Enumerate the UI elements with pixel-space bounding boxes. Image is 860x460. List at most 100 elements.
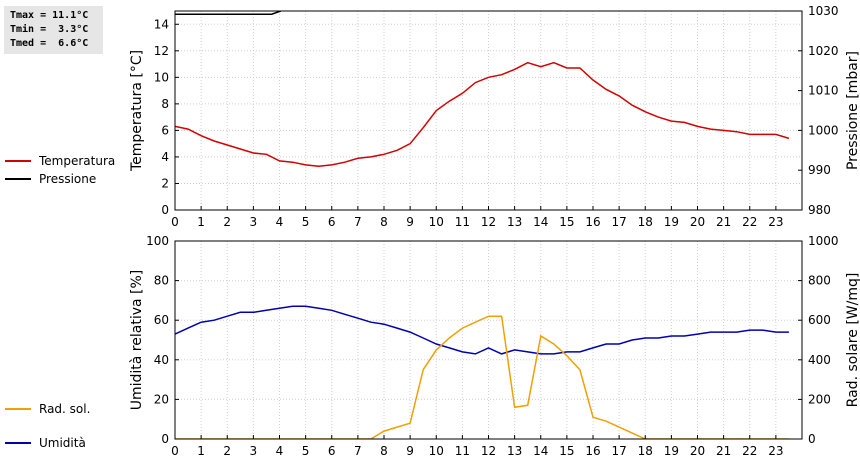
x-tick-label: 6 [328, 215, 336, 229]
x-tick-label: 14 [533, 215, 548, 229]
series-line-1-2 [175, 11, 282, 15]
x-tick-label: 17 [611, 215, 626, 229]
x-tick-label: 11 [455, 444, 470, 458]
tmed-text: Tmed = 6.6°C [10, 38, 89, 49]
y-tick-label: 2 [161, 176, 169, 190]
y-tick-label: 0 [161, 203, 169, 217]
x-tick-label: 19 [664, 444, 679, 458]
legend-rad-sol: Rad. sol. [5, 402, 90, 416]
stats-box: Tmax = 11.1°C Tmin = 3.3°C Tmed = 6.6°C [4, 6, 103, 54]
x-tick-label: 19 [664, 215, 679, 229]
y-tick-label: 40 [154, 353, 169, 367]
x-tick-label: 0 [171, 444, 179, 458]
x-tick-label: 5 [302, 215, 310, 229]
x-tick-label: 15 [559, 215, 574, 229]
y-tick-label: 10 [154, 70, 169, 84]
y-tick-label: 12 [154, 44, 169, 58]
x-tick-label: 2 [223, 215, 231, 229]
y-tick-label: 4 [161, 150, 169, 164]
x-tick-label: 7 [354, 444, 362, 458]
legend-swatch [5, 160, 31, 162]
y2-tick-label: 1000 [808, 123, 839, 137]
y2-tick-label: 200 [808, 392, 831, 406]
legend-label: Pressione [39, 172, 97, 186]
x-tick-label: 12 [481, 444, 496, 458]
y-tick-label: 6 [161, 123, 169, 137]
x-tick-label: 4 [276, 444, 284, 458]
x-tick-label: 10 [429, 215, 444, 229]
legend-swatch [5, 408, 31, 410]
y-tick-label: 20 [154, 392, 169, 406]
y-tick-label: 14 [154, 17, 169, 31]
tmin-text: Tmin = 3.3°C [10, 24, 89, 35]
x-tick-label: 0 [171, 215, 179, 229]
series-line-2-1 [175, 305, 789, 355]
series-line-2-2 [175, 315, 789, 439]
y-axis-title: Umidità relativa [%] [129, 270, 145, 411]
x-tick-label: 11 [455, 215, 470, 229]
x-tick-label: 2 [223, 444, 231, 458]
y2-tick-label: 600 [808, 313, 831, 327]
legend-temperatura: Temperatura [5, 154, 115, 168]
x-tick-label: 22 [742, 215, 757, 229]
y2-tick-label: 1000 [808, 234, 839, 248]
x-tick-label: 3 [250, 215, 258, 229]
y2-tick-label: 980 [808, 203, 831, 217]
legend-swatch [5, 178, 31, 180]
x-tick-label: 20 [690, 444, 705, 458]
x-tick-label: 18 [638, 215, 653, 229]
x-tick-label: 5 [302, 444, 310, 458]
legend-label: Rad. sol. [39, 402, 91, 416]
x-tick-label: 7 [354, 215, 362, 229]
x-tick-label: 8 [380, 444, 388, 458]
y2-tick-label: 0 [808, 432, 816, 446]
y2-axis-title: Pressione [mbar] [845, 51, 860, 170]
x-tick-label: 16 [585, 215, 600, 229]
x-tick-label: 21 [716, 444, 731, 458]
x-tick-label: 13 [507, 215, 522, 229]
y2-tick-label: 800 [808, 274, 831, 288]
y-tick-label: 100 [146, 234, 169, 248]
x-tick-label: 10 [429, 444, 444, 458]
y2-tick-label: 400 [808, 353, 831, 367]
x-tick-label: 15 [559, 444, 574, 458]
x-tick-label: 14 [533, 444, 548, 458]
x-tick-label: 17 [611, 444, 626, 458]
x-tick-label: 6 [328, 444, 336, 458]
legend-label: Temperatura [39, 154, 116, 168]
x-tick-label: 12 [481, 215, 496, 229]
x-tick-label: 1 [197, 444, 205, 458]
y-tick-label: 0 [161, 432, 169, 446]
y2-tick-label: 1030 [808, 4, 839, 18]
x-tick-label: 9 [406, 215, 414, 229]
chart-panel-2: 0 1 2 3 4 5 6 7 8 9 10 11 12 13 14 15 16 17 18 19 20 21 22 2302… [129, 234, 860, 458]
legend-label: Umidità [39, 436, 86, 450]
x-tick-label: 3 [250, 444, 258, 458]
chart-panel-1: 0 1 2 3 4 5 6 7 8 9 10 11 12 13 14 15 16 17 18 19 20 21 22 2302… [129, 4, 860, 229]
y2-tick-label: 990 [808, 163, 831, 177]
legend-swatch [5, 442, 31, 444]
x-tick-label: 16 [585, 444, 600, 458]
y2-axis-title: Rad. solare [W/mq] [845, 273, 860, 408]
tmax-text: Tmax = 11.1°C [10, 10, 89, 21]
x-tick-label: 20 [690, 215, 705, 229]
y-axis-title: Temperatura [°C] [129, 50, 145, 172]
y-tick-label: 60 [154, 313, 169, 327]
x-tick-label: 13 [507, 444, 522, 458]
x-tick-label: 22 [742, 444, 757, 458]
x-tick-label: 1 [197, 215, 205, 229]
y2-tick-label: 1010 [808, 84, 839, 98]
x-tick-label: 4 [276, 215, 284, 229]
y-tick-label: 80 [154, 274, 169, 288]
x-tick-label: 18 [638, 444, 653, 458]
x-tick-label: 23 [768, 215, 783, 229]
x-tick-label: 23 [768, 444, 783, 458]
series-line-1-1 [175, 61, 790, 167]
y2-tick-label: 1020 [808, 44, 839, 58]
legend-umidita: Umidità [5, 436, 86, 450]
x-tick-label: 8 [380, 215, 388, 229]
y-tick-label: 8 [161, 97, 169, 111]
x-tick-label: 21 [716, 215, 731, 229]
legend-pressione: Pressione [5, 172, 96, 186]
